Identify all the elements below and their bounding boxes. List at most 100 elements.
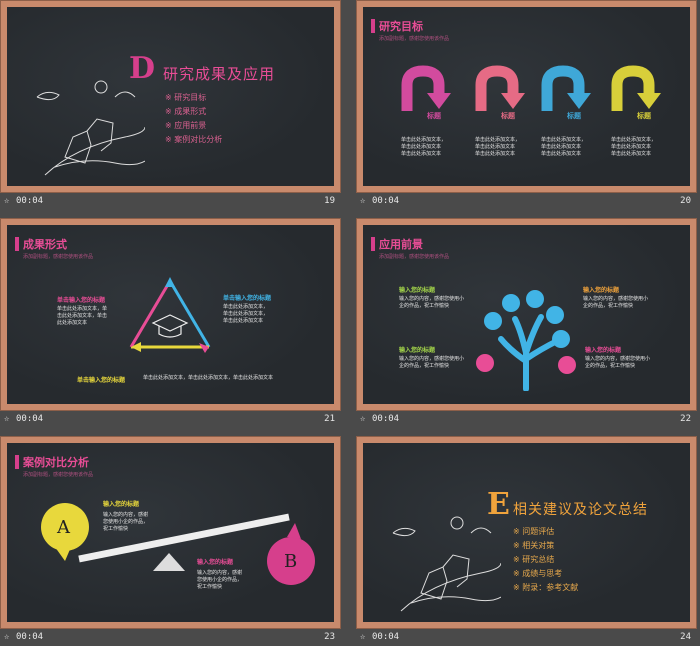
block-text: 单击此处添加文本，单击此处添加文本，单击此处添加文本: [57, 306, 108, 326]
text-block: 单击此处添加文本， 单击此处添加文本 单击此处添加文本: [475, 137, 521, 157]
transition-icon[interactable]: ☆: [4, 196, 10, 206]
slide-number: 23: [324, 632, 335, 642]
slide-subtitle: 添加副标题，感谢您使用该作品: [379, 254, 450, 260]
slide-frame: E 相关建议及论文总结 ※ 问题评估 ※ 相关对策 ※ 研究总结 ※ 成绩与思考…: [356, 436, 697, 629]
slide-status-bar: ☆ 00:04 24: [356, 632, 697, 646]
slide-title: 研究目标: [379, 20, 423, 33]
slide-thumbnail-21[interactable]: 成果形式 添加副标题，感谢您使用该作品 单击输入您的标题 单击此处添加文本，单击…: [0, 218, 341, 428]
uturn-arrow-icon: [611, 65, 661, 111]
left-block: 单击输入您的标题 单击此处添加文本，单 击此处添加文本，单击 此处添加文本: [57, 295, 127, 327]
block-heading: 单击输入您的标题: [223, 295, 272, 302]
transition-icon[interactable]: ☆: [360, 196, 366, 206]
transition-icon[interactable]: ☆: [360, 414, 366, 424]
growth-tree-diagram: [476, 290, 576, 391]
slide-number: 19: [324, 196, 335, 206]
slide-status-bar: ☆ 00:04 22: [356, 414, 697, 428]
slide-frame: 成果形式 添加副标题，感谢您使用该作品 单击输入您的标题 单击此处添加文本，单击…: [0, 218, 341, 411]
uturn-arrow-icon: [475, 65, 525, 111]
slide-timing: 00:04: [16, 196, 44, 206]
slide-timing: 00:04: [16, 632, 44, 642]
chalkboard: 研究目标 添加副标题，感谢您使用该作品 标题 标题 标题 标题 单击此处添加文本， 单击…: [363, 7, 690, 186]
cycle-triangle-diagram: [129, 277, 211, 353]
transition-icon[interactable]: ☆: [4, 414, 10, 424]
slide-frame: 案例对比分析 添加副标题，感谢您使用该作品 A B 输入您的标题 输入您的内容，…: [0, 436, 341, 629]
slide-number: 20: [680, 196, 691, 206]
slide-status-bar: ☆ 00:04 23: [0, 632, 341, 646]
slide-frame: 应用前景 添加副标题，感谢您使用该作品 输入您的标题 输入您的内容，感谢您使用小…: [356, 218, 697, 411]
right-block: 单击输入您的标题 单击此处添加文本， 单击此处添加文本， 单击此处添加文本: [223, 293, 293, 325]
title-accent-bar: [15, 237, 19, 251]
letter-b: B: [284, 551, 298, 572]
chalk-sketch-illustration: [392, 516, 501, 612]
chalkboard: E 相关建议及论文总结 ※ 问题评估 ※ 相关对策 ※ 研究总结 ※ 成绩与思考…: [363, 443, 690, 622]
balance-comparison-diagram: [41, 503, 315, 585]
slide-status-bar: ☆ 00:04 21: [0, 414, 341, 428]
list-item: ※ 问题评估: [513, 527, 555, 536]
slide-number: 24: [680, 632, 691, 642]
slide-frame: D 研究成果及应用 ※ 研究目标 ※ 成果形式 ※ 应用前景 ※ 案例对比分析: [0, 0, 341, 193]
section-title: 相关建议及论文总结: [513, 502, 648, 518]
text-block: 单击此处添加文本， 单击此处添加文本 单击此处添加文本: [401, 137, 447, 157]
slide-thumbnail-19[interactable]: D 研究成果及应用 ※ 研究目标 ※ 成果形式 ※ 应用前景 ※ 案例对比分析 …: [0, 0, 341, 210]
arrow-label: 标题: [427, 112, 441, 120]
chalkboard: 成果形式 添加副标题，感谢您使用该作品 单击输入您的标题 单击此处添加文本，单击…: [7, 225, 334, 404]
slide-timing: 00:04: [372, 414, 400, 424]
uturn-arrow-icon: [401, 65, 451, 111]
list-item: ※ 研究总结: [513, 555, 555, 564]
slide-thumbnail-22[interactable]: 应用前景 添加副标题，感谢您使用该作品 输入您的标题 输入您的内容，感谢您使用小…: [356, 218, 697, 428]
block-top-right: 输入您的标题 输入您的内容，感谢您使用小 企的作品，祝工作愉快: [583, 287, 649, 309]
slide-thumbnail-20[interactable]: 研究目标 添加副标题，感谢您使用该作品 标题 标题 标题 标题 单击此处添加文本， 单击…: [356, 0, 697, 210]
slide-timing: 00:04: [372, 196, 400, 206]
slide-subtitle: 添加副标题，感谢您使用该作品: [23, 472, 94, 478]
slide-title: 案例对比分析: [23, 456, 89, 469]
graduation-cap-icon: [151, 314, 189, 338]
bottom-text: 单击此处添加文本，单击此处添加文本，单击此处添加文本: [143, 375, 274, 381]
chalkboard: D 研究成果及应用 ※ 研究目标 ※ 成果形式 ※ 应用前景 ※ 案例对比分析: [7, 7, 334, 186]
block-bottom-left: 输入您的标题 输入您的内容，感谢您使用小 企的作品，祝工作愉快: [399, 347, 465, 369]
chalkboard: 应用前景 添加副标题，感谢您使用该作品 输入您的标题 输入您的内容，感谢您使用小…: [363, 225, 690, 404]
text-block: 单击此处添加文本， 单击此处添加文本 单击此处添加文本: [611, 137, 657, 157]
slide-subtitle: 添加副标题，感谢您使用该作品: [23, 254, 94, 260]
slide-thumbnail-24[interactable]: E 相关建议及论文总结 ※ 问题评估 ※ 相关对策 ※ 研究总结 ※ 成绩与思考…: [356, 436, 697, 646]
block-top-left: 输入您的标题 输入您的内容，感谢您使用小 企的作品，祝工作愉快: [399, 287, 465, 309]
transition-icon[interactable]: ☆: [360, 632, 366, 642]
slide-timing: 00:04: [372, 632, 400, 642]
block-text: 单击此处添加文本，单击此处添加文本，单击此处添加文本: [223, 304, 269, 324]
arrow-label: 标题: [567, 112, 581, 120]
slide-title: 应用前景: [379, 238, 423, 251]
slide-number: 22: [680, 414, 691, 424]
list-item: ※ 成绩与思考: [513, 569, 563, 578]
slide-frame: 研究目标 添加副标题，感谢您使用该作品 标题 标题 标题 标题 单击此处添加文本， 单击…: [356, 0, 697, 193]
arrow-label: 标题: [637, 112, 651, 120]
slide-number: 21: [324, 414, 335, 424]
text-block: 单击此处添加文本， 单击此处添加文本 单击此处添加文本: [541, 137, 587, 157]
uturn-arrow-icon: [541, 65, 591, 111]
arrow-label: 标题: [501, 112, 515, 120]
block-heading: 单击输入您的标题: [57, 297, 106, 304]
list-item: ※ 相关对策: [513, 541, 555, 550]
letter-a: A: [57, 517, 70, 538]
transition-icon[interactable]: ☆: [4, 632, 10, 642]
chapter-letter: E: [487, 487, 510, 522]
section-item-list: ※ 研究目标 ※ 成果形式 ※ 应用前景 ※ 案例对比分析: [165, 91, 222, 147]
list-item: ※ 案例对比分析: [165, 135, 223, 144]
section-item-list: ※ 问题评估 ※ 相关对策 ※ 研究总结 ※ 成绩与思考 ※ 附录：参考文献: [513, 525, 578, 595]
slide-subtitle: 添加副标题，感谢您使用该作品: [379, 36, 450, 42]
list-item: ※ 研究目标: [165, 93, 207, 102]
block-a: 输入您的标题 输入您的内容，感谢 您使用小企的作品， 祝工作愉快: [103, 501, 149, 532]
chalkboard: 案例对比分析 添加副标题，感谢您使用该作品 A B 输入您的标题 输入您的内容，…: [7, 443, 334, 622]
slide-timing: 00:04: [16, 414, 44, 424]
block-bottom-right: 输入您的标题 输入您的内容，感谢您使用小 企的作品，祝工作愉快: [585, 347, 651, 369]
title-accent-bar: [371, 19, 375, 33]
slide-title: 成果形式: [23, 238, 67, 251]
chapter-letter: D: [129, 51, 156, 86]
list-item: ※ 应用前景: [165, 121, 207, 130]
title-accent-bar: [15, 455, 19, 469]
section-title: 研究成果及应用: [163, 65, 276, 83]
chalk-sketch-illustration: [36, 80, 145, 176]
list-item: ※ 附录：参考文献: [513, 583, 579, 592]
slide-thumbnail-23[interactable]: 案例对比分析 添加副标题，感谢您使用该作品 A B 输入您的标题 输入您的内容，…: [0, 436, 341, 646]
list-item: ※ 成果形式: [165, 107, 207, 116]
block-b: 输入您的标题 输入您的内容，感谢 您使用小企的作品， 祝工作愉快: [197, 559, 243, 590]
title-accent-bar: [371, 237, 375, 251]
